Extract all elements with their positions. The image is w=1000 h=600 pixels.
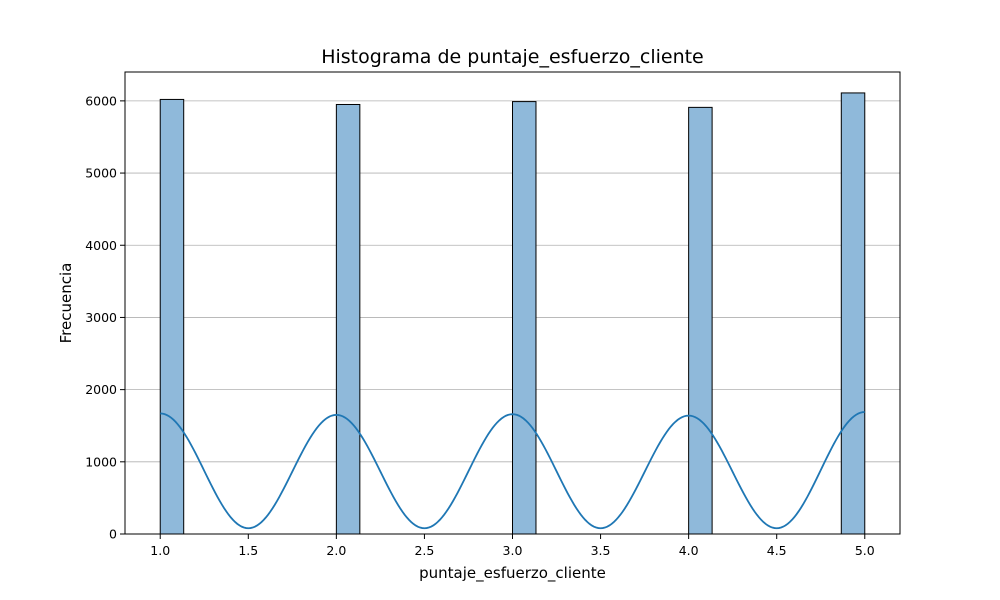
x-tick-label-4: 3.0 — [503, 543, 523, 558]
x-axis-ticks: 1.0 1.5 2.0 2.5 3.0 3.5 4.0 4.5 5.0 — [150, 534, 875, 558]
histogram-bars — [159, 92, 866, 535]
y-tick-label-2: 2000 — [85, 382, 117, 397]
x-tick-label-0: 1.0 — [150, 543, 170, 558]
y-tick-label-4: 4000 — [85, 238, 117, 253]
x-tick-label-7: 4.5 — [767, 543, 787, 558]
histogram-bar-0 — [159, 98, 185, 535]
y-axis-ticks: 0 1000 2000 3000 4000 5000 6000 — [85, 93, 125, 542]
x-tick-label-3: 2.5 — [414, 543, 434, 558]
y-axis-label: Frecuencia — [57, 263, 75, 344]
histogram-bar-4 — [840, 92, 866, 535]
x-tick-label-8: 5.0 — [855, 543, 875, 558]
y-tick-label-5: 5000 — [85, 166, 117, 181]
histogram-bar-2 — [512, 101, 537, 535]
x-tick-label-2: 2.0 — [326, 543, 346, 558]
histogram-bar-1 — [335, 103, 361, 535]
histogram-bar-3 — [688, 106, 713, 535]
y-tick-label-3: 3000 — [85, 310, 117, 325]
y-tick-label-0: 0 — [109, 527, 117, 542]
x-axis-label: puntaje_esfuerzo_cliente — [419, 564, 606, 583]
x-tick-label-1: 1.5 — [238, 543, 258, 558]
y-tick-label-6: 6000 — [85, 93, 117, 108]
chart-title: Histograma de puntaje_esfuerzo_cliente — [321, 46, 704, 68]
y-tick-label-1: 1000 — [85, 454, 117, 469]
x-tick-label-5: 3.5 — [591, 543, 611, 558]
kde-curve — [160, 411, 865, 530]
x-tick-label-6: 4.0 — [679, 543, 699, 558]
